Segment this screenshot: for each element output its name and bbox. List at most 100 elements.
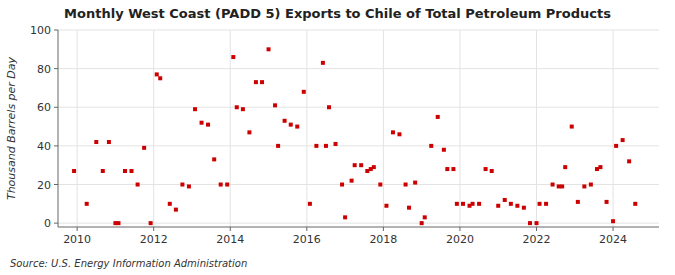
- y-tick: [54, 184, 58, 185]
- point: [423, 215, 427, 219]
- point: [314, 144, 318, 148]
- point: [365, 169, 369, 173]
- point: [180, 183, 184, 187]
- point: [343, 215, 347, 219]
- x-tick-label: 2010: [63, 233, 91, 246]
- point: [496, 204, 500, 208]
- y-tick-label: 0: [44, 217, 51, 230]
- point: [404, 183, 408, 187]
- point: [308, 202, 312, 206]
- x-tick-label: 2018: [369, 233, 397, 246]
- point: [535, 221, 539, 225]
- point: [442, 148, 446, 152]
- point: [267, 47, 271, 51]
- point: [254, 80, 258, 84]
- grid-line: [58, 107, 659, 108]
- point: [413, 181, 417, 185]
- grid: [58, 30, 659, 227]
- point: [168, 202, 172, 206]
- point: [451, 167, 455, 171]
- point: [85, 202, 89, 206]
- y-tick: [54, 68, 58, 69]
- point: [241, 107, 245, 111]
- point: [378, 183, 382, 187]
- point: [158, 76, 162, 80]
- point: [509, 202, 513, 206]
- point: [219, 183, 223, 187]
- background: [0, 0, 675, 275]
- point: [621, 138, 625, 142]
- x-tick-label: 2022: [523, 233, 551, 246]
- x-axis-line: [58, 227, 659, 228]
- point: [340, 183, 344, 187]
- point: [544, 202, 548, 206]
- point: [123, 169, 127, 173]
- point: [598, 165, 602, 169]
- point: [528, 221, 532, 225]
- point: [538, 202, 542, 206]
- x-tick: [459, 227, 460, 231]
- point: [136, 183, 140, 187]
- point: [515, 204, 519, 208]
- points: [72, 47, 637, 225]
- point: [235, 105, 239, 109]
- point: [321, 61, 325, 65]
- point: [490, 169, 494, 173]
- point: [283, 119, 287, 123]
- point: [302, 90, 306, 94]
- y-tick: [54, 30, 58, 31]
- point: [350, 179, 354, 183]
- point: [212, 157, 216, 161]
- grid-line: [383, 30, 384, 227]
- y-tick: [54, 145, 58, 146]
- y-tick-label: 60: [37, 101, 51, 114]
- point: [276, 144, 280, 148]
- x-tick: [153, 227, 154, 231]
- grid-line: [58, 145, 659, 146]
- point: [407, 206, 411, 210]
- chart: 0204060801002010201220142016201820202022…: [0, 0, 675, 275]
- y-tick-label: 20: [37, 179, 51, 192]
- point: [72, 169, 76, 173]
- point: [187, 184, 191, 188]
- point: [353, 163, 357, 167]
- point: [295, 125, 299, 129]
- point: [359, 163, 363, 167]
- point: [391, 130, 395, 134]
- grid-line: [306, 30, 307, 227]
- point: [149, 221, 153, 225]
- y-axis-label: Thousand Barrels per Day: [5, 56, 18, 200]
- grid-line: [58, 184, 659, 185]
- x-tick-label: 2014: [216, 233, 244, 246]
- grid-line: [153, 30, 154, 227]
- point: [471, 202, 475, 206]
- point: [260, 80, 264, 84]
- point: [633, 202, 637, 206]
- point: [327, 105, 331, 109]
- point: [129, 169, 133, 173]
- point: [247, 130, 251, 134]
- y-tick-label: 80: [37, 63, 51, 76]
- point: [174, 208, 178, 212]
- point: [563, 165, 567, 169]
- point: [420, 221, 424, 225]
- point: [101, 169, 105, 173]
- point: [116, 221, 120, 225]
- point: [582, 184, 586, 188]
- point: [503, 198, 507, 202]
- point: [397, 132, 401, 136]
- source-note: Source: U.S. Energy Information Administ…: [10, 258, 247, 269]
- point: [605, 200, 609, 204]
- axes: 0204060801002010201220142016201820202022…: [30, 24, 659, 246]
- point: [576, 200, 580, 204]
- point: [570, 125, 574, 129]
- x-tick: [230, 227, 231, 231]
- x-tick-label: 2016: [293, 233, 321, 246]
- grid-line: [613, 30, 614, 227]
- point: [560, 184, 564, 188]
- x-tick: [536, 227, 537, 231]
- point: [429, 144, 433, 148]
- point: [107, 140, 111, 144]
- point: [142, 146, 146, 150]
- x-tick-label: 2020: [446, 233, 474, 246]
